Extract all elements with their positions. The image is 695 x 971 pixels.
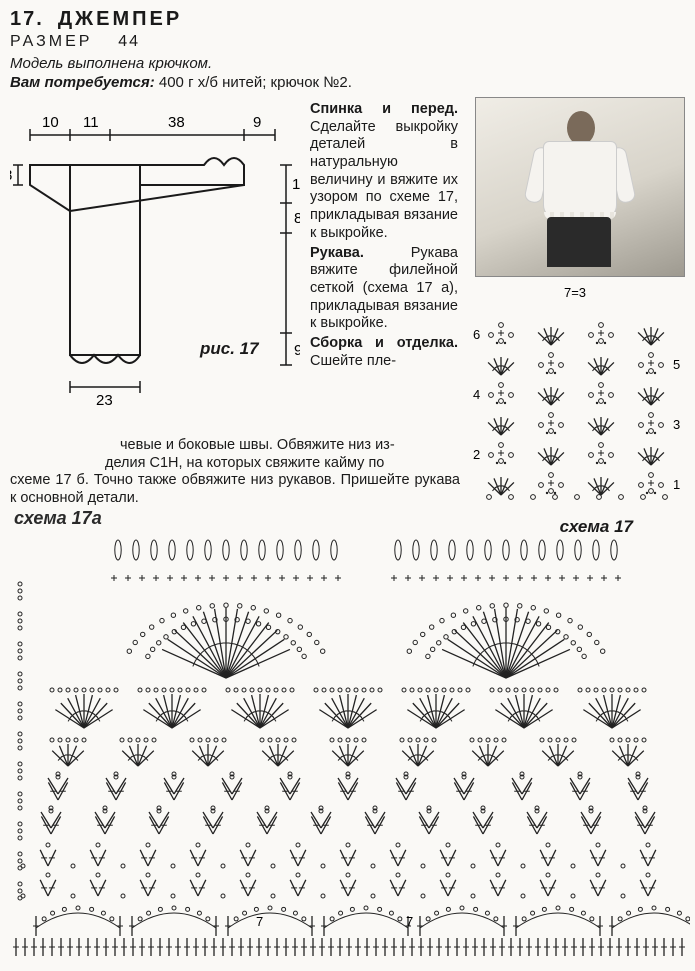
svg-text:6: 6 [473, 327, 480, 342]
stitch-chart-17: 7=3 1 2 3 4 5 6 [467, 285, 685, 511]
size-label: РАЗМЕР [10, 33, 92, 50]
dim-right-c: 9 [294, 342, 300, 359]
svg-text:1: 1 [673, 477, 680, 492]
dim-bottom: 23 [96, 392, 113, 409]
size-value: 44 [118, 33, 140, 50]
sec1-text: Сделайте выкройку деталей в натуральную … [310, 119, 458, 241]
garment-schematic: 10 11 38 9 8 11 8 9 [10, 105, 300, 415]
instructions-column: Спинка и перед. Сделайте выкройку детале… [310, 101, 458, 372]
pattern-name: ДЖЕМПЕР [58, 8, 182, 31]
sec2-title: Рукава. [310, 245, 364, 261]
materials-text: 400 г х/б нитей; крючок №2. [155, 74, 352, 91]
dim-top-a: 10 [42, 114, 59, 131]
sec3-text-a: Сшейте пле- [310, 353, 396, 369]
main-block: 10 11 38 9 8 11 8 9 [0, 97, 695, 497]
sec3-title: Сборка и отделка. [310, 335, 458, 351]
wrap-line3: схеме 17 б. Точно также обвяжите низ рук… [10, 472, 460, 507]
svg-text:7: 7 [256, 914, 263, 929]
svg-text:3: 3 [673, 417, 680, 432]
instructions-wrap: чевые и боковые швы. Обвяжите низ из- де… [10, 437, 460, 508]
svg-text:7: 7 [406, 914, 413, 929]
sec1-title: Спинка и перед. [310, 101, 458, 117]
materials: Вам потребуется: 400 г х/б нитей; крючок… [0, 74, 695, 97]
intro-text: Модель выполнена крючком. [0, 53, 695, 74]
svg-text:7=3: 7=3 [564, 285, 586, 300]
dim-top-d: 9 [253, 114, 261, 131]
stitch-chart-17a: 77 [6, 518, 690, 960]
svg-text:2: 2 [473, 447, 480, 462]
dim-left-a: 8 [10, 167, 12, 184]
svg-text:5: 5 [673, 357, 680, 372]
header: 17. ДЖЕМПЕР РАЗМЕР 44 [0, 0, 695, 53]
dim-right-b: 8 [294, 210, 300, 227]
pattern-number: 17. [10, 8, 44, 31]
svg-text:4: 4 [473, 387, 480, 402]
schematic-caption: рис. 17 [200, 339, 259, 359]
title-row: 17. ДЖЕМПЕР [10, 8, 685, 31]
dim-right-a: 11 [292, 176, 300, 193]
model-figure [525, 107, 635, 267]
size-row: РАЗМЕР 44 [10, 33, 685, 51]
materials-label: Вам потребуется: [10, 74, 155, 91]
wrap-line2: делия С1Н, на которых свяжите кайму по [10, 455, 460, 473]
dim-top-b: 11 [83, 114, 99, 131]
dim-top-c: 38 [168, 114, 185, 131]
model-photo [475, 97, 685, 277]
wrap-line1: чевые и боковые швы. Обвяжите низ из- [10, 437, 460, 455]
